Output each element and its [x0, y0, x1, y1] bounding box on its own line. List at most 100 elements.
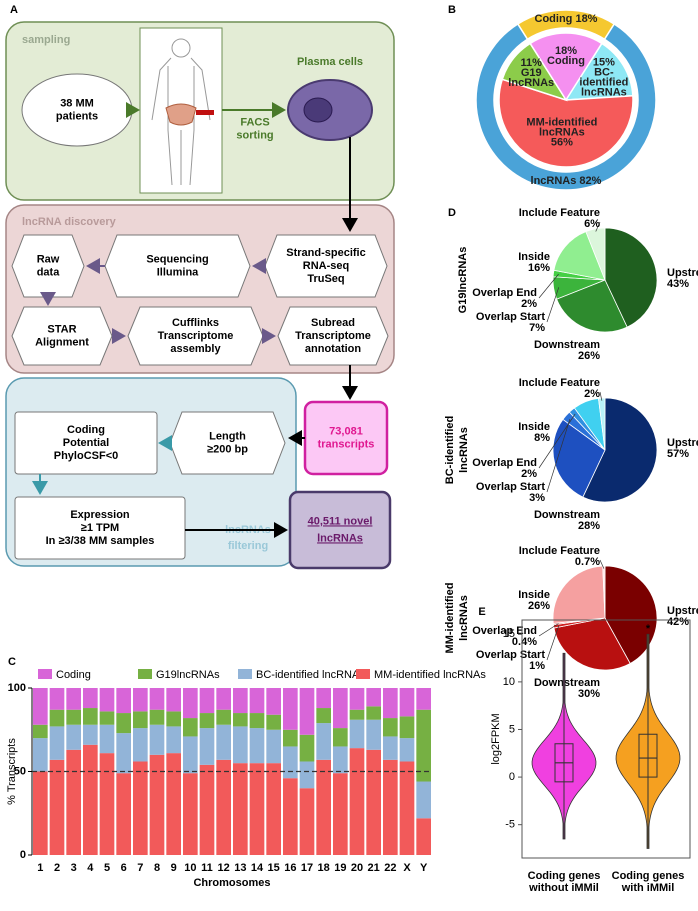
x-tick-label: 2 — [54, 862, 60, 874]
bar-segment — [233, 726, 248, 764]
pie-value-label: 30% — [578, 688, 600, 700]
pie-category: Overlap Start — [476, 649, 545, 661]
leader-line — [546, 625, 560, 661]
bar-segment — [49, 726, 65, 760]
bar-segment — [49, 759, 65, 855]
bar-segment — [149, 724, 165, 755]
y-tick-label: 0 — [509, 771, 515, 783]
bar-segment — [216, 709, 231, 725]
bar-segment — [183, 718, 198, 737]
x-tick-label: 8 — [154, 862, 160, 874]
node-label: Potential — [63, 437, 109, 449]
pie-slice — [552, 418, 606, 498]
body-head — [171, 38, 191, 58]
bar-segment — [399, 738, 415, 762]
legend-label: G19lncRNAs — [156, 669, 220, 681]
pie-value-label: 26% — [528, 600, 550, 612]
x-tick-label: 9 — [171, 862, 177, 874]
bar-segment — [166, 711, 181, 727]
bar-segment — [233, 763, 248, 855]
x-tick-label: 1 — [37, 862, 43, 874]
legend-label: MM-identified lncRNAs — [374, 669, 486, 681]
annotation: * — [646, 623, 651, 635]
node-label: Coding — [67, 424, 105, 436]
node-label: Plasma cells — [297, 56, 363, 68]
bar-segment — [33, 724, 48, 739]
bar-segment — [216, 759, 231, 855]
bar-segment — [383, 718, 398, 737]
bar-segment — [199, 728, 215, 765]
pie-category: Include Feature — [519, 545, 600, 557]
section-label: lncRNA discovery — [22, 216, 117, 228]
pie-slice — [582, 397, 658, 503]
bar-segment — [349, 688, 365, 710]
legend-swatch — [138, 669, 152, 679]
node-label: data — [37, 266, 61, 278]
node-label: Sequencing — [146, 253, 208, 265]
node-shape — [277, 306, 389, 366]
bar-segment — [249, 713, 265, 729]
x-tick-label: 16 — [284, 862, 296, 874]
x-tick-label: 10 — [184, 862, 196, 874]
panel-label: E — [478, 606, 485, 618]
slice-label: lncRNAs — [508, 77, 554, 89]
pie-category: Overlap End — [472, 457, 537, 469]
bar-segment — [116, 733, 131, 774]
x-tick-label: with iMMil — [621, 882, 675, 894]
leader-line — [599, 391, 603, 401]
x-tick-label: 5 — [104, 862, 110, 874]
node-shape — [14, 411, 158, 475]
node-label: assembly — [170, 343, 221, 355]
bar-segment — [199, 764, 215, 855]
node-label: Alignment — [35, 336, 89, 348]
bar-segment — [33, 688, 48, 725]
bar-segment — [283, 778, 298, 855]
panel-label: D — [448, 207, 456, 219]
node-label: Strand-specific — [286, 247, 365, 259]
bar-segment — [149, 754, 165, 855]
x-tick-label: 22 — [384, 862, 396, 874]
bar-segment — [99, 753, 115, 855]
x-tick-label: 14 — [251, 862, 264, 874]
bar-segment — [366, 706, 381, 720]
pie-value-label: 3% — [529, 492, 545, 504]
pie-slice — [553, 231, 606, 281]
bar-segment — [133, 728, 148, 762]
leader-line — [538, 623, 559, 637]
x-tick-label: 18 — [318, 862, 330, 874]
bar-segment — [349, 709, 365, 720]
pie-value-label: 57% — [667, 448, 689, 460]
node-label: 38 MM — [60, 97, 94, 109]
pie-title: lncRNAs — [458, 427, 470, 473]
pie-title: MM-identified — [444, 583, 456, 654]
bar-segment — [216, 688, 231, 710]
y-tick-label: 15 — [503, 628, 515, 640]
bar-segment — [66, 749, 81, 855]
box — [638, 733, 658, 778]
node-label: Transcriptome — [158, 330, 234, 342]
pie-category: Inside — [518, 589, 550, 601]
node-label: RNA-seq — [303, 260, 349, 272]
donut-slice — [501, 42, 568, 102]
slice-label: lncRNAs — [581, 87, 627, 99]
legend-swatch — [238, 669, 252, 679]
node-label: ≥200 bp — [207, 443, 248, 455]
x-tick-label: 12 — [218, 862, 230, 874]
pie-category: Downstream — [534, 339, 600, 351]
pie-slice — [552, 565, 606, 624]
panel-label: B — [448, 4, 456, 16]
pie-value-label: 42% — [667, 616, 689, 628]
x-tick-label: 21 — [368, 862, 380, 874]
x-tick-label: 7 — [137, 862, 143, 874]
pie-category: Inside — [518, 421, 550, 433]
panel-label: C — [8, 656, 16, 668]
bar-segment — [299, 734, 315, 762]
node-label: Transcriptome — [295, 330, 371, 342]
pie-category: Overlap End — [472, 287, 537, 299]
node-label: Cufflinks — [172, 317, 219, 329]
node-label: transcripts — [318, 438, 375, 450]
bar-segment — [266, 729, 281, 764]
bar-segment — [316, 688, 331, 709]
bar-segment — [349, 719, 365, 749]
leader-line — [595, 221, 601, 232]
